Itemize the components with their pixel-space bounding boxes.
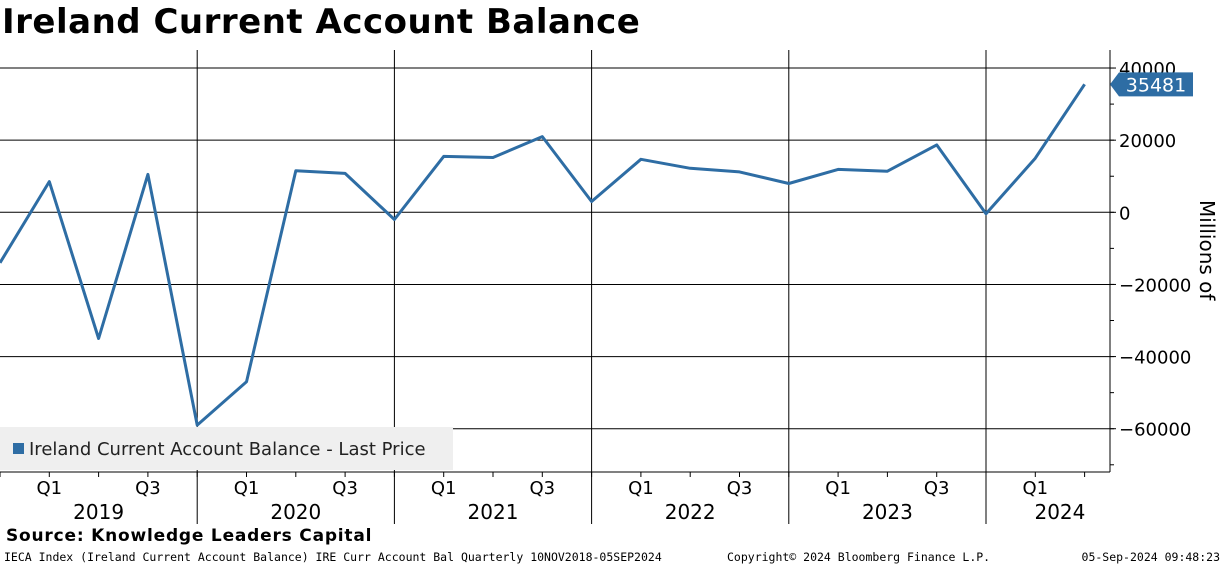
footer-timestamp: 05-Sep-2024 09:48:23 bbox=[1081, 550, 1220, 564]
x-axis-ticks: Q1 Q3 Q1 Q3 Q1 Q3 Q1 Q3 Q1 Q3 Q1 2019 2020 2021 2022 20… bbox=[0, 472, 1085, 524]
x-year-label: 2019 bbox=[73, 500, 124, 524]
y-tick-label: 20000 bbox=[1119, 131, 1176, 152]
x-quarter-label: Q1 bbox=[431, 478, 457, 499]
y-tick-label: −20000 bbox=[1119, 275, 1191, 296]
last-value-tag-shape bbox=[1110, 72, 1193, 97]
x-quarter-label: Q1 bbox=[1022, 478, 1048, 499]
legend: Ireland Current Account Balance - Last P… bbox=[0, 427, 453, 470]
chart-title: Ireland Current Account Balance bbox=[2, 2, 641, 42]
y-tick-label: 0 bbox=[1119, 203, 1130, 224]
series-layer bbox=[0, 83, 1086, 427]
x-year-label: 2020 bbox=[270, 500, 321, 524]
series-line bbox=[0, 83, 1086, 427]
legend-background bbox=[0, 427, 453, 470]
x-year-label: 2022 bbox=[665, 500, 716, 524]
x-quarter-label: Q3 bbox=[135, 478, 161, 499]
x-quarter-label: Q1 bbox=[36, 478, 62, 499]
y-tick-label: −60000 bbox=[1119, 420, 1191, 441]
last-value-tag: 35481 bbox=[1110, 72, 1193, 97]
x-quarter-label: Q1 bbox=[234, 478, 260, 499]
x-quarter-label: Q3 bbox=[924, 478, 950, 499]
y-tick-label: −40000 bbox=[1119, 348, 1191, 369]
x-quarter-label: Q3 bbox=[529, 478, 555, 499]
source-note: Source: Knowledge Leaders Capital bbox=[6, 526, 373, 546]
legend-label: Ireland Current Account Balance - Last P… bbox=[29, 439, 426, 460]
legend-swatch bbox=[13, 443, 24, 454]
footer-copyright: Copyright© 2024 Bloomberg Finance L.P. bbox=[727, 550, 991, 564]
x-quarter-label: Q1 bbox=[825, 478, 851, 499]
x-quarter-label: Q3 bbox=[727, 478, 753, 499]
last-value-tag-text: 35481 bbox=[1126, 74, 1186, 96]
x-quarter-label: Q3 bbox=[332, 478, 358, 499]
x-year-label: 2023 bbox=[862, 500, 913, 524]
x-year-label: 2024 bbox=[1034, 500, 1085, 524]
x-quarter-label: Q1 bbox=[628, 478, 654, 499]
footer-index-info: IECA Index (Ireland Current Account Bala… bbox=[4, 550, 662, 564]
axes bbox=[0, 50, 1111, 473]
x-year-label: 2021 bbox=[468, 500, 519, 524]
y-axis-label: Millions of bbox=[1195, 200, 1219, 301]
grid bbox=[0, 50, 1110, 524]
